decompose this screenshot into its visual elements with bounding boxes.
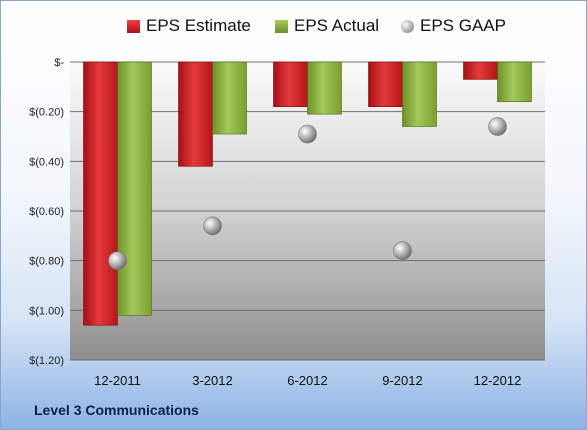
- bar-eps-estimate: [463, 61, 498, 80]
- bar-eps-estimate: [273, 61, 308, 108]
- legend-swatch-estimate: [127, 19, 140, 33]
- x-tick-label: 9-2012: [382, 373, 422, 388]
- x-tick-label: 6-2012: [287, 373, 327, 388]
- bar-eps-actual: [117, 61, 152, 316]
- legend-item-estimate: EPS Estimate: [127, 16, 251, 36]
- bar-eps-estimate: [83, 61, 118, 326]
- y-tick-label: $(1.00): [29, 305, 64, 317]
- legend-item-gaap: EPS GAAP: [401, 16, 506, 36]
- x-tick-label: 3-2012: [192, 373, 232, 388]
- point-eps-gaap: [488, 117, 507, 136]
- x-tick-label: 12-2011: [94, 373, 141, 388]
- legend-swatch-gaap: [401, 19, 414, 33]
- bar-eps-actual: [402, 61, 437, 127]
- y-tick-label: $(0.40): [29, 156, 64, 168]
- point-eps-gaap: [298, 124, 317, 144]
- company-name: Level 3 Communications: [34, 402, 199, 418]
- y-tick-label: $(1.20): [29, 355, 64, 367]
- bar-eps-estimate: [368, 61, 403, 108]
- legend-label-estimate: EPS Estimate: [146, 16, 251, 35]
- bar-eps-estimate: [178, 61, 213, 167]
- y-tick-label: $(0.20): [29, 107, 64, 119]
- bar-eps-actual: [307, 61, 342, 115]
- legend-label-actual: EPS Actual: [294, 16, 380, 35]
- legend-label-gaap: EPS GAAP: [420, 16, 506, 35]
- legend: EPS Estimate EPS Actual EPS GAAP: [0, 16, 587, 40]
- y-tick-label: $-: [54, 57, 64, 69]
- bar-eps-actual: [497, 61, 532, 103]
- x-tick-label: 12-2012: [474, 373, 522, 388]
- point-eps-gaap: [203, 216, 222, 236]
- legend-item-actual: EPS Actual: [275, 16, 379, 36]
- bar-eps-actual: [212, 61, 247, 135]
- y-tick-label: $(0.80): [29, 256, 64, 268]
- point-eps-gaap: [108, 251, 127, 270]
- y-tick-label: $(0.60): [29, 206, 64, 218]
- point-eps-gaap: [393, 241, 412, 261]
- legend-swatch-actual: [275, 19, 288, 33]
